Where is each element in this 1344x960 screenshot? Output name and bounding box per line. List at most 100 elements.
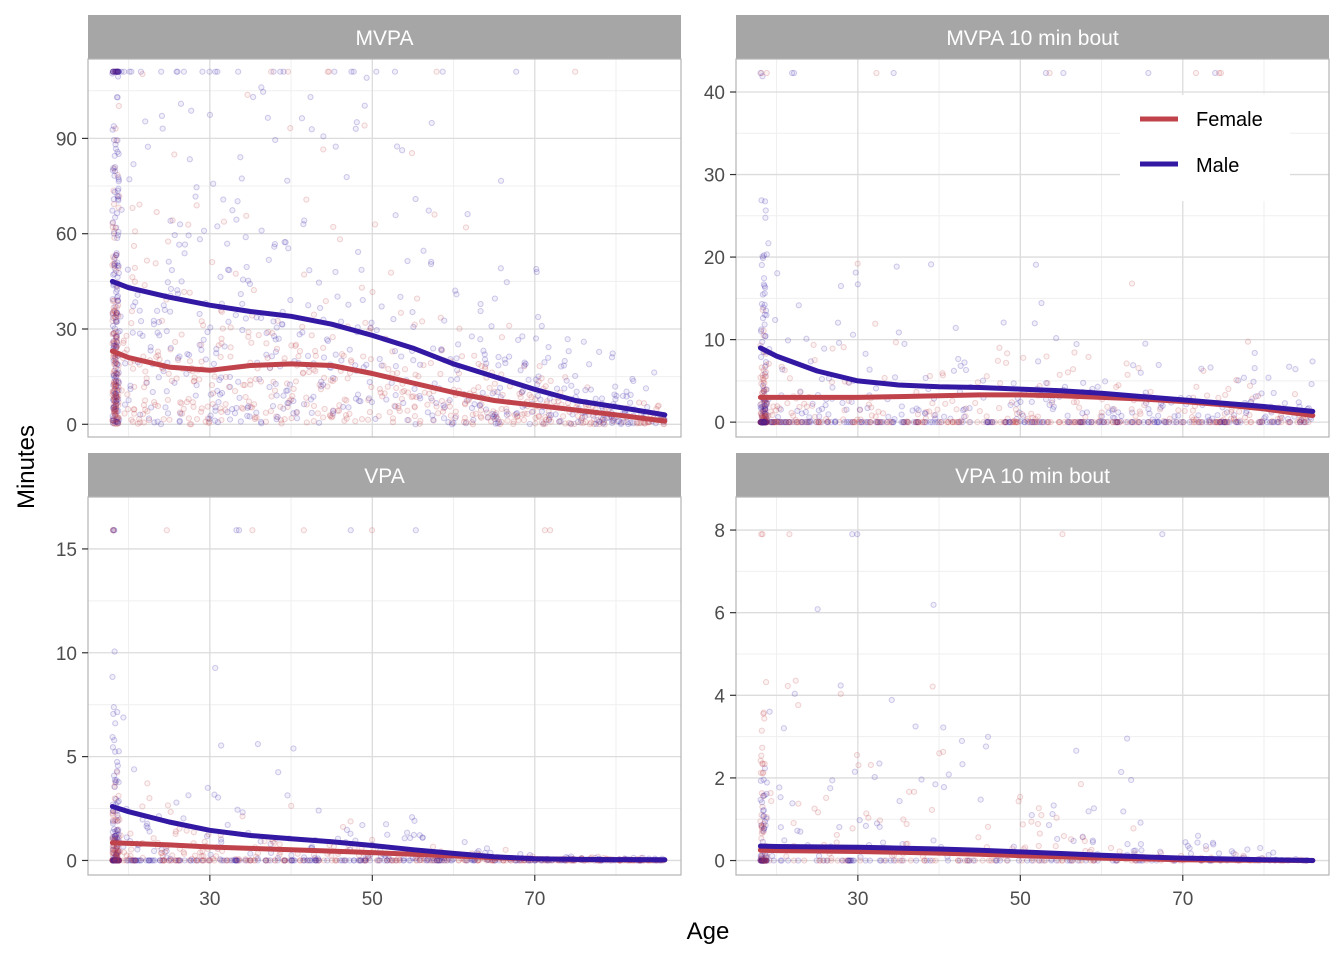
data-point (572, 68, 579, 75)
data-point (113, 403, 120, 410)
data-point (592, 395, 599, 402)
data-point (1069, 366, 1077, 373)
data-point (1113, 383, 1120, 391)
data-point (805, 419, 813, 426)
data-point (338, 357, 345, 364)
data-point (565, 348, 572, 355)
data-point (109, 404, 117, 412)
data-point (193, 415, 201, 423)
data-point (540, 420, 547, 427)
data-point (491, 380, 498, 387)
data-point (114, 73, 122, 80)
data-point (113, 407, 121, 415)
data-point (205, 419, 212, 426)
data-point (979, 377, 987, 384)
data-point (110, 338, 117, 345)
data-point (483, 360, 490, 367)
data-point (320, 354, 328, 361)
data-point (942, 400, 949, 407)
data-point (118, 68, 125, 75)
data-point (308, 126, 315, 133)
data-point (127, 382, 134, 389)
data-point (310, 311, 318, 318)
data-point (144, 408, 151, 415)
data-point (366, 409, 373, 416)
data-point (114, 389, 121, 397)
data-point (837, 282, 845, 290)
data-point (109, 220, 116, 227)
data-point (761, 715, 768, 722)
data-point (189, 399, 197, 406)
data-point (177, 221, 184, 228)
data-point (110, 271, 117, 278)
data-point (143, 857, 150, 864)
data-point (196, 236, 204, 243)
data-point (332, 857, 339, 864)
data-point (502, 359, 509, 367)
data-point (109, 322, 117, 329)
data-point (407, 834, 414, 842)
data-point (361, 122, 368, 129)
data-point (359, 822, 366, 829)
data-point (762, 369, 769, 376)
data-point (288, 852, 295, 859)
data-point (895, 329, 902, 336)
data-point (538, 419, 546, 426)
data-point (155, 318, 163, 326)
data-point (109, 126, 116, 133)
data-point (416, 361, 424, 368)
data-point (144, 780, 151, 787)
data-point (218, 416, 225, 424)
data-point (110, 372, 117, 379)
data-point (363, 74, 370, 81)
data-point (113, 338, 121, 345)
data-point (111, 410, 118, 417)
data-point (146, 828, 153, 835)
data-point (113, 378, 120, 385)
data-point (519, 387, 526, 395)
data-point (1287, 419, 1294, 426)
data-point (462, 401, 469, 408)
data-point (298, 115, 306, 122)
data-point (568, 382, 575, 389)
data-point (655, 402, 662, 409)
data-point (265, 328, 272, 336)
data-point (807, 358, 814, 365)
data-point (843, 406, 850, 413)
data-point (120, 714, 127, 721)
data-point (1038, 299, 1045, 307)
data-point (1017, 398, 1024, 406)
data-point (272, 136, 279, 144)
data-point (249, 527, 256, 534)
data-point (399, 147, 406, 154)
data-point (555, 398, 562, 405)
data-point (1130, 362, 1137, 369)
data-point (193, 382, 200, 389)
data-point (784, 337, 792, 344)
data-point (218, 408, 225, 416)
data-point (115, 398, 122, 406)
data-point (201, 838, 208, 845)
data-point (113, 394, 120, 401)
data-point (761, 388, 768, 395)
data-point (143, 257, 151, 264)
data-point (601, 421, 608, 428)
data-point (110, 123, 117, 130)
data-point (461, 400, 469, 407)
data-point (274, 317, 281, 324)
data-point (264, 354, 271, 362)
data-point (535, 412, 542, 420)
data-point (114, 361, 121, 368)
data-point (412, 371, 419, 378)
data-point (439, 68, 446, 75)
data-point (167, 808, 174, 815)
data-point (411, 385, 418, 393)
data-point (521, 359, 528, 366)
data-point (514, 413, 521, 420)
data-point (1056, 419, 1063, 426)
data-point (217, 391, 224, 398)
data-point (336, 402, 343, 409)
data-point (114, 68, 122, 75)
data-point (901, 340, 908, 347)
data-point (1308, 381, 1315, 388)
